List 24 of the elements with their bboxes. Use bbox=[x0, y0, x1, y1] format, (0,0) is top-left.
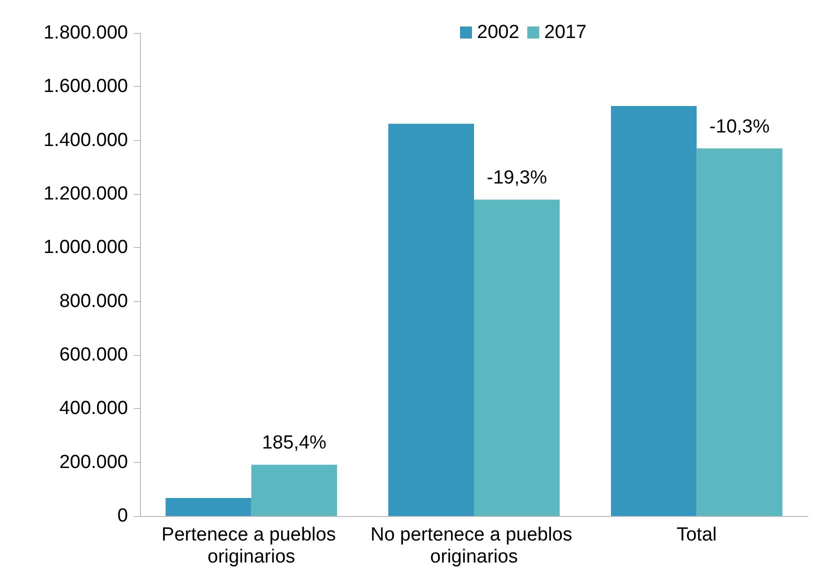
y-tick-label: 800.000 bbox=[59, 290, 128, 312]
bar bbox=[474, 200, 560, 516]
x-tick-label: Pertenece a pueblos originarios bbox=[162, 524, 342, 568]
y-tick-label: 1.800.000 bbox=[43, 22, 128, 44]
annotation: -19,3% bbox=[486, 168, 548, 189]
annotation: 185,4% bbox=[262, 432, 327, 454]
bar bbox=[696, 148, 782, 516]
y-tick-label: 1.000.000 bbox=[43, 237, 128, 258]
y-tick-label: 600.000 bbox=[59, 344, 128, 366]
x-tick-label: Total bbox=[676, 524, 717, 546]
bar bbox=[610, 106, 697, 516]
y-tick-label: 200.000 bbox=[59, 452, 128, 473]
y-tick-label: 1.600.000 bbox=[43, 76, 128, 98]
y-tick-label: 1.400.000 bbox=[43, 130, 128, 151]
y-tick-label: 1.200.000 bbox=[43, 184, 128, 204]
bar bbox=[251, 464, 338, 516]
y-tick-label: 0 bbox=[117, 506, 128, 526]
y-tick-label: 400.000 bbox=[59, 398, 128, 420]
legend-label: 2002 bbox=[477, 22, 520, 43]
bar bbox=[388, 124, 474, 516]
annotation: -10,3% bbox=[709, 116, 770, 138]
x-tick-label: No pertenece a pueblos originarios bbox=[370, 524, 578, 568]
legend-label: 2017 bbox=[544, 22, 587, 43]
bar bbox=[166, 498, 252, 516]
